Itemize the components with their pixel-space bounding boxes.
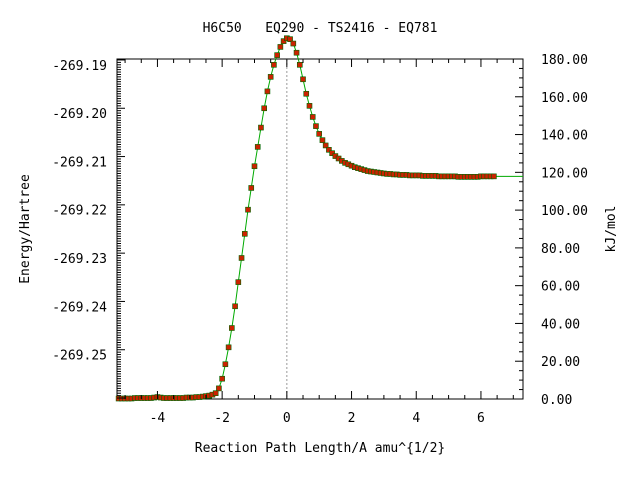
y2-tick-label: 120.00 — [541, 166, 588, 181]
data-point — [329, 150, 335, 156]
data-point — [277, 44, 284, 50]
y-tick-label: -269.24 — [52, 300, 107, 315]
y-axis-right: 0.00 20.00 40.00 60.00 80.00 100.00 120.00 140.… — [515, 53, 588, 408]
data-point — [319, 137, 326, 143]
data-point — [491, 173, 497, 180]
series-line — [118, 37, 523, 400]
y-tick-label: -269.23 — [52, 252, 107, 267]
y2-axis-label: kJ/mol — [604, 206, 619, 253]
data-point — [258, 124, 264, 131]
data-point — [316, 131, 322, 137]
data-point — [274, 52, 280, 58]
y2-tick-label: 60.00 — [541, 280, 580, 295]
data-point — [264, 88, 271, 95]
x-tick-label: 4 — [412, 411, 420, 426]
x-tick-label: 6 — [477, 411, 485, 426]
data-point — [254, 144, 261, 150]
data-point — [300, 76, 306, 83]
data-point — [219, 375, 225, 382]
data-point — [309, 114, 316, 120]
data-point — [225, 344, 232, 351]
y-axis-label: Energy/Hartree — [18, 174, 33, 284]
y2-tick-label: 40.00 — [541, 317, 580, 332]
points-group — [115, 35, 497, 402]
data-point — [216, 385, 222, 392]
y-tick-label: -269.19 — [52, 59, 107, 74]
data-point — [229, 325, 235, 331]
data-point — [261, 105, 268, 112]
data-point — [313, 123, 319, 129]
chart-title: H6C50 EQ290 - TS2416 - EQ781 — [203, 21, 438, 36]
data-point — [303, 90, 310, 97]
data-point — [296, 61, 303, 68]
x-axis: -4 -2 0 2 4 6 — [124, 59, 514, 426]
data-point — [232, 303, 238, 310]
curve-group — [118, 37, 523, 400]
y-tick-label: -269.25 — [52, 349, 107, 364]
y2-tick-label: 0.00 — [541, 393, 572, 408]
data-point — [222, 361, 229, 368]
data-point — [212, 390, 219, 397]
y-axis-left: -269.19 -269.20 -269.21 -269.22 -269.23 -269.… — [52, 59, 125, 399]
data-point — [241, 231, 248, 237]
y2-tick-label: 160.00 — [541, 91, 588, 106]
plot-frame — [116, 58, 524, 400]
y2-tick-label: 100.00 — [541, 204, 588, 219]
y2-tick-label: 180.00 — [541, 53, 588, 68]
data-point — [290, 40, 297, 47]
data-point — [238, 255, 245, 261]
y-tick-label: -269.22 — [52, 204, 107, 219]
data-point — [271, 61, 277, 68]
data-point — [293, 49, 300, 56]
data-point — [251, 163, 258, 170]
data-point — [306, 103, 313, 109]
data-point — [267, 74, 274, 80]
data-point — [322, 142, 329, 149]
x-tick-label: -2 — [214, 411, 230, 426]
data-point — [326, 147, 332, 153]
y-tick-label: -269.21 — [52, 155, 107, 170]
data-point — [235, 279, 242, 285]
data-point — [248, 185, 255, 191]
x-tick-label: 0 — [283, 411, 291, 426]
y2-tick-label: 20.00 — [541, 355, 580, 370]
x-axis-label: Reaction Path Length/A amu^{1/2} — [195, 441, 445, 456]
data-point — [245, 206, 251, 213]
y2-tick-label: 80.00 — [541, 242, 580, 257]
data-point — [280, 38, 287, 44]
x-tick-label: -4 — [150, 411, 166, 426]
y-tick-label: -269.20 — [52, 107, 107, 122]
y2-tick-label: 140.00 — [541, 129, 588, 144]
data-point — [287, 36, 293, 43]
x-tick-label: 2 — [348, 411, 356, 426]
